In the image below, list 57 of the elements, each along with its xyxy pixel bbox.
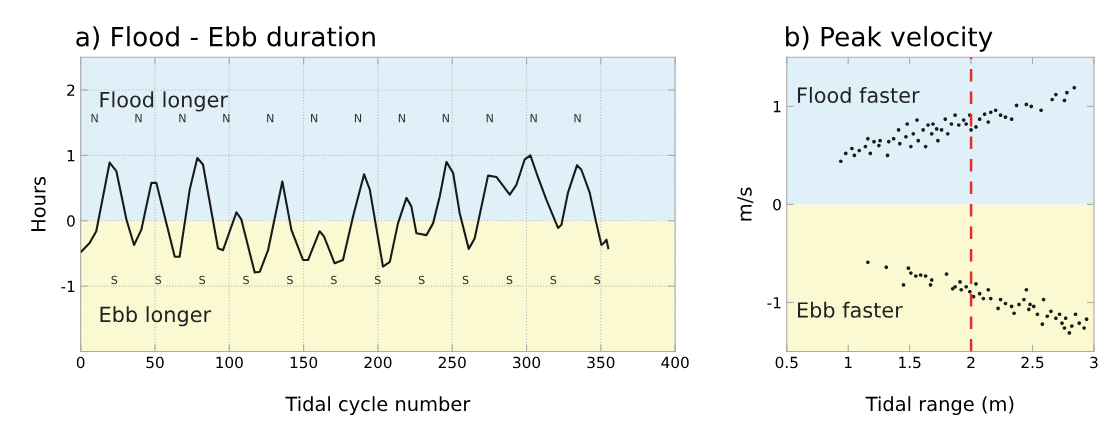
x-tick-label: 3 xyxy=(1090,356,1098,369)
band-label: Ebb longer xyxy=(100,306,212,327)
annotation: N xyxy=(574,114,581,123)
chart-title: a) Flood - Ebb duration xyxy=(76,26,375,50)
annotation: N xyxy=(179,114,186,123)
y-tick-label: 1 xyxy=(773,101,781,113)
annotation: S xyxy=(331,275,337,285)
band-label: Flood longer xyxy=(100,91,228,112)
annotation: N xyxy=(486,114,493,123)
x-tick-label: 50 xyxy=(146,356,164,369)
x-tick-label: 200 xyxy=(364,356,392,369)
x-tick-label: 1.5 xyxy=(899,356,921,369)
annotation: N xyxy=(267,114,274,123)
x-tick-label: 2 xyxy=(967,356,975,369)
annotation: S xyxy=(418,275,425,285)
x-tick-label: 0 xyxy=(76,356,85,369)
x-tick-label: 250 xyxy=(438,356,466,369)
annotation: S xyxy=(506,275,513,285)
x-tick-label: 400 xyxy=(661,356,689,369)
annotation: S xyxy=(287,275,293,285)
x-tick-label: 350 xyxy=(587,356,615,369)
annotation: N xyxy=(530,114,537,123)
annotation: N xyxy=(311,114,318,123)
annotation: N xyxy=(354,114,362,123)
x-axis-title: Tidal cycle number xyxy=(285,396,471,416)
y-tick-label: 0 xyxy=(773,198,781,211)
x-tick-label: 0.5 xyxy=(775,356,798,369)
annotation: S xyxy=(462,275,469,285)
annotation: S xyxy=(594,275,601,285)
band-label: Ebb faster xyxy=(798,301,903,318)
chart-title: b) Peak velocity xyxy=(786,26,993,52)
annotation: S xyxy=(155,275,162,285)
y-tick-label: -1 xyxy=(61,280,75,292)
x-tick-label: 300 xyxy=(513,356,541,369)
x-tick-label: 150 xyxy=(290,356,318,369)
annotation: N xyxy=(442,114,449,123)
x-tick-label: 1 xyxy=(845,356,852,369)
annotation: S xyxy=(111,275,118,285)
annotation: N xyxy=(398,114,405,123)
annotation: S xyxy=(199,275,206,285)
y-axis-title: Hours xyxy=(31,176,46,231)
x-tick-label: 2.5 xyxy=(1021,356,1044,369)
band-label: Flood faster xyxy=(798,86,920,104)
line-series xyxy=(80,154,610,274)
annotation: N xyxy=(91,114,98,123)
x-tick-label: 100 xyxy=(216,356,243,369)
y-tick-label: -1 xyxy=(767,297,781,309)
y-tick-label: 0 xyxy=(67,215,75,227)
x-axis-title: Tidal range (m) xyxy=(865,396,1014,416)
annotation: N xyxy=(223,114,230,123)
annotation: S xyxy=(243,275,249,285)
y-axis-title: m/s xyxy=(737,187,754,221)
annotation: N xyxy=(135,114,142,123)
annotation: S xyxy=(550,275,557,285)
annotation: S xyxy=(374,275,381,285)
y-tick-label: 1 xyxy=(67,150,75,162)
y-tick-label: 2 xyxy=(67,84,75,96)
